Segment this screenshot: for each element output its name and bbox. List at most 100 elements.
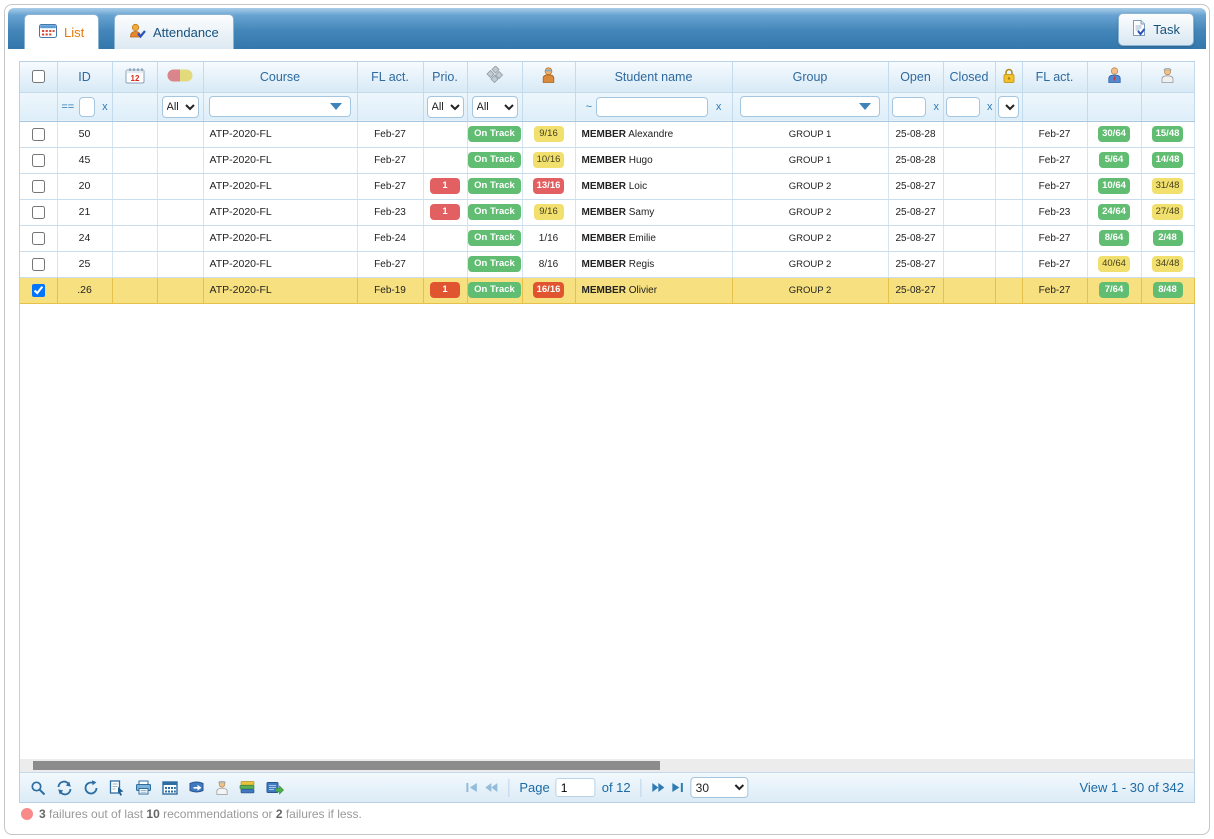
- cell-ratio48: 8/48: [1141, 277, 1195, 304]
- column-header-course[interactable]: Course: [203, 62, 358, 93]
- open-filter-input[interactable]: [892, 96, 927, 117]
- select-records-icon[interactable]: [109, 779, 125, 796]
- table-row[interactable]: 45 ATP-2020-FL Feb-27 On Track 10/16 MEM…: [20, 147, 1195, 174]
- ratio16-badge: 8/16: [538, 259, 559, 270]
- first-page-button[interactable]: [465, 782, 478, 793]
- column-header-closed[interactable]: Closed: [943, 62, 996, 93]
- row-checkbox[interactable]: [32, 257, 46, 271]
- prio-filter-select[interactable]: All: [426, 95, 464, 118]
- name-filter-clear[interactable]: x: [715, 100, 722, 113]
- ratio16-badge: 9/16: [533, 204, 564, 220]
- cell-date-empty: [112, 277, 158, 304]
- id-filter-clear[interactable]: x: [102, 100, 108, 113]
- column-header-id[interactable]: ID: [57, 62, 113, 93]
- select-all-checkbox[interactable]: [32, 70, 46, 84]
- closed-filter-input[interactable]: [945, 96, 980, 117]
- table-row[interactable]: 25 ATP-2020-FL Feb-27 On Track 8/16 MEMB…: [20, 251, 1195, 278]
- search-icon[interactable]: [30, 780, 46, 796]
- status-badge: On Track: [468, 126, 521, 142]
- row-checkbox[interactable]: [32, 127, 46, 141]
- table-row[interactable]: 21 ATP-2020-FL Feb-23 1 On Track 9/16 ME…: [20, 199, 1195, 226]
- table-row[interactable]: .26 ATP-2020-FL Feb-19 1 On Track 16/16 …: [20, 277, 1195, 304]
- cell-ratio48: 2/48: [1141, 225, 1195, 252]
- row-checkbox[interactable]: [32, 153, 46, 167]
- table-row[interactable]: 20 ATP-2020-FL Feb-27 1 On Track 13/16 M…: [20, 173, 1195, 200]
- cell-ratio64: 24/64: [1087, 199, 1142, 226]
- filter-cell-course: [203, 92, 358, 122]
- lock-filter-select[interactable]: [998, 95, 1019, 118]
- cell-lock: [995, 121, 1023, 148]
- column-header-lock[interactable]: [995, 62, 1023, 93]
- chevron-down-icon: [330, 103, 342, 110]
- prio-badge: 1: [430, 204, 460, 220]
- molecule-filter-select[interactable]: All: [471, 95, 518, 118]
- row-checkbox[interactable]: [32, 179, 46, 193]
- student-first-name: Olivier: [628, 284, 658, 296]
- status-filter-select[interactable]: All: [161, 95, 199, 118]
- table-row[interactable]: 24 ATP-2020-FL Feb-24 On Track 1/16 MEMB…: [20, 225, 1195, 252]
- cell-fl-act: Feb-19: [357, 277, 424, 304]
- last-page-button[interactable]: [672, 782, 685, 793]
- student-first-name: Hugo: [628, 154, 653, 166]
- column-header-select: [20, 62, 58, 93]
- cell-open: 25-08-28: [888, 147, 944, 174]
- cell-open: 25-08-27: [888, 225, 944, 252]
- column-header-person-blue[interactable]: [1087, 62, 1142, 93]
- grid-panel: ID 12: [19, 61, 1195, 803]
- column-header-prio[interactable]: Prio.: [423, 62, 468, 93]
- sync-icon[interactable]: [56, 780, 73, 796]
- page-size-select[interactable]: 30: [690, 777, 749, 798]
- task-button[interactable]: Task: [1118, 13, 1194, 46]
- cell-ratio16: 10/16: [522, 147, 576, 174]
- column-header-fl-act[interactable]: FL act.: [357, 62, 424, 93]
- scrollbar-thumb[interactable]: [33, 761, 660, 770]
- next-page-button[interactable]: [652, 782, 666, 793]
- student-first-name: Alexandre: [628, 128, 674, 140]
- course-filter-combo[interactable]: [209, 96, 351, 117]
- horizontal-scrollbar[interactable]: [20, 759, 1194, 772]
- cell-group: GROUP 2: [732, 277, 889, 304]
- print-icon[interactable]: [135, 780, 152, 795]
- column-header-date[interactable]: 12: [112, 62, 158, 93]
- padlock-icon: [1003, 68, 1015, 86]
- closed-filter-clear[interactable]: x: [986, 100, 993, 113]
- cell-pill-empty: [157, 225, 204, 252]
- person-icon[interactable]: [215, 780, 229, 795]
- column-header-person-white[interactable]: [1141, 62, 1195, 93]
- column-header-student-icon[interactable]: [522, 62, 576, 93]
- column-header-open[interactable]: Open: [888, 62, 944, 93]
- cell-id: 25: [57, 251, 113, 278]
- filter-cell-prio: All: [423, 92, 468, 122]
- book-export-icon[interactable]: [266, 780, 284, 795]
- student-name-filter-input[interactable]: [596, 96, 709, 117]
- row-checkbox[interactable]: [32, 283, 46, 297]
- group-filter-combo[interactable]: [740, 96, 880, 117]
- refresh-icon[interactable]: [83, 779, 99, 796]
- id-filter-input[interactable]: [78, 96, 95, 117]
- column-header-molecule[interactable]: [467, 62, 523, 93]
- row-checkbox[interactable]: [32, 231, 46, 245]
- tab-attendance[interactable]: Attendance: [114, 14, 234, 49]
- cell-id: 20: [57, 173, 113, 200]
- prev-page-button[interactable]: [484, 782, 498, 793]
- cell-ratio48: 15/48: [1141, 121, 1195, 148]
- column-header-student-name[interactable]: Student name: [575, 62, 733, 93]
- column-header-fl-act2[interactable]: FL act.: [1022, 62, 1088, 93]
- cell-status: On Track: [467, 277, 523, 304]
- calendar-grid-icon[interactable]: [162, 780, 178, 795]
- books-stack-icon[interactable]: [239, 780, 256, 795]
- cell-id: .26: [57, 277, 113, 304]
- cell-student-name: MEMBER Loic: [575, 173, 733, 200]
- table-row[interactable]: 50 ATP-2020-FL Feb-27 On Track 9/16 MEMB…: [20, 121, 1195, 148]
- column-header-group[interactable]: Group: [732, 62, 889, 93]
- cell-lock: [995, 277, 1023, 304]
- page-input[interactable]: [555, 778, 596, 797]
- data-sync-icon[interactable]: [188, 780, 205, 795]
- row-checkbox[interactable]: [32, 205, 46, 219]
- status-badge: On Track: [468, 256, 521, 272]
- cell-closed: [943, 251, 996, 278]
- tab-list[interactable]: List: [24, 14, 100, 49]
- column-header-status-pill[interactable]: [157, 62, 204, 93]
- ratio48-badge: 31/48: [1151, 178, 1184, 194]
- open-filter-clear[interactable]: x: [933, 100, 939, 113]
